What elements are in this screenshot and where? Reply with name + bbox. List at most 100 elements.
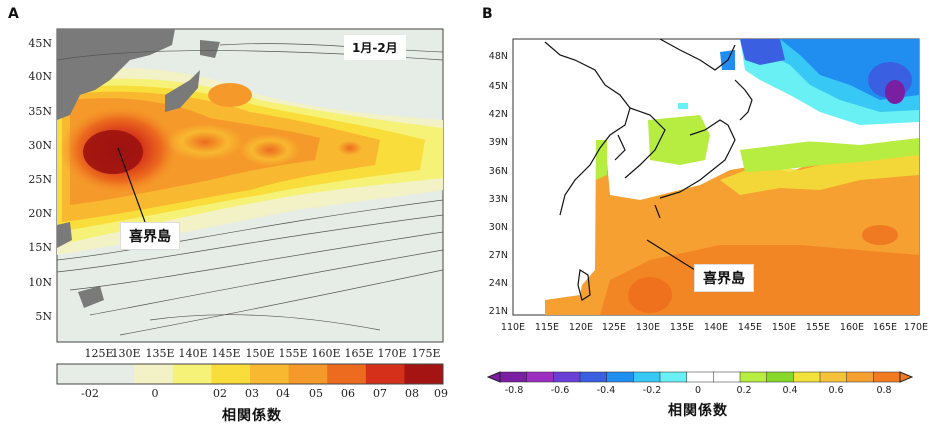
- colorbar-swatch: [172, 364, 212, 384]
- panel-b-map: 48N 45N 42N 39N 36N 33N 30N 27N 24N 21N …: [486, 38, 928, 396]
- cb-tick: -0.6: [551, 385, 570, 396]
- colorbar-swatch: [793, 371, 821, 383]
- panel-b-colorbar-title: 相関係数: [668, 403, 728, 419]
- cb-tick: -02: [81, 387, 99, 400]
- lon-tick: 150E: [772, 322, 796, 333]
- lat-tick: 39N: [489, 137, 508, 148]
- lat-tick: 10N: [28, 276, 52, 289]
- colorbar-swatch: [57, 364, 97, 384]
- colorbar-swatch: [633, 371, 661, 383]
- lat-tick: 24N: [489, 278, 508, 289]
- lat-tick: 35N: [28, 105, 52, 118]
- cb-tick: 04: [276, 387, 290, 400]
- panel-b-colorbar: [486, 371, 914, 383]
- colorbar-swatch: [873, 371, 901, 383]
- lon-tick: 165E: [873, 322, 897, 333]
- lon-tick: 155E: [806, 322, 830, 333]
- lon-tick: 145E: [211, 347, 240, 360]
- lon-tick: 170E: [904, 322, 928, 333]
- cb-tick: 06: [341, 387, 355, 400]
- panel-b-letter: B: [482, 6, 493, 22]
- colorbar-frame: [56, 363, 444, 385]
- cb-tick: -0.8: [505, 385, 524, 396]
- lon-tick: 170E: [377, 347, 406, 360]
- colorbar-swatch: [526, 371, 555, 383]
- lat-tick: 40N: [28, 70, 52, 83]
- lon-tick: 110E: [501, 322, 525, 333]
- lat-tick: 33N: [489, 194, 508, 205]
- lat-tick: 20N: [28, 207, 52, 220]
- lon-tick: 155E: [278, 347, 307, 360]
- panel-a-letter: A: [8, 6, 19, 22]
- colorbar-swatch: [134, 364, 174, 384]
- cb-tick: 08: [405, 387, 419, 400]
- lat-tick: 25N: [28, 173, 52, 186]
- lon-tick: 135E: [670, 322, 694, 333]
- colorbar-swatch: [327, 364, 367, 384]
- colorbar-swatch: [819, 371, 848, 383]
- lat-tick: 15N: [28, 241, 52, 254]
- lat-tick: 45N: [489, 81, 508, 92]
- lon-tick: 165E: [344, 347, 373, 360]
- panel-a-map: 45N 40N 35N 30N 25N 20N 15N 10N 5N 125E …: [28, 28, 448, 400]
- colorbar-swatch: [95, 364, 135, 384]
- lon-tick: 140E: [178, 347, 207, 360]
- colorbar-swatch: [739, 371, 768, 383]
- colorbar-swatch: [211, 364, 251, 384]
- colorbar-swatch: [250, 364, 290, 384]
- colorbar-swatch: [404, 364, 444, 384]
- panel-a-lat-axis: 45N 40N 35N 30N 25N 20N 15N 10N 5N: [28, 37, 52, 323]
- panel-a-lon-axis: 125E 130E 135E 140E 145E 150E 155E 160E …: [84, 347, 440, 360]
- panel-b-lat-axis: 48N 45N 42N 39N 36N 33N 30N 27N 24N 21N: [489, 51, 508, 317]
- panel-a-callout-line: [117, 147, 146, 223]
- colorbar-swatch: [365, 364, 405, 384]
- cb-tick: 07: [373, 387, 387, 400]
- colorbar-right-arrow: [899, 371, 914, 383]
- panel-b-lon-axis: 110E 115E 120E 125E 130E 135E 140E 145E …: [501, 322, 928, 333]
- cb-tick: 02: [213, 387, 227, 400]
- colorbar-swatch: [766, 371, 795, 383]
- cb-tick: 0.8: [876, 385, 891, 396]
- colorbar-swatch: [686, 371, 715, 383]
- lon-tick: 130E: [111, 347, 140, 360]
- panel-a-colorbar-ticks: -02 0 02 03 04 05 06 07 08 09: [81, 387, 448, 400]
- lat-tick: 48N: [489, 51, 508, 62]
- lon-tick: 140E: [704, 322, 728, 333]
- lon-tick: 120E: [569, 322, 593, 333]
- cb-tick: 0.6: [828, 385, 843, 396]
- lon-tick: 160E: [840, 322, 864, 333]
- colorbar-swatch: [499, 371, 528, 383]
- panel-a-callout-label: 喜界島: [120, 222, 180, 250]
- colorbar-swatch: [713, 371, 741, 383]
- colorbar-swatch: [288, 364, 328, 384]
- cb-tick: -0.2: [643, 385, 662, 396]
- lon-tick: 150E: [245, 347, 274, 360]
- lon-tick: 125E: [84, 347, 113, 360]
- colorbar-swatch: [553, 371, 581, 383]
- cb-tick: 03: [245, 387, 259, 400]
- cb-tick: 0.2: [736, 385, 751, 396]
- lat-tick: 27N: [489, 250, 508, 261]
- lon-tick: 135E: [145, 347, 174, 360]
- lat-tick: 36N: [489, 166, 508, 177]
- cb-tick: 0: [152, 387, 159, 400]
- lon-tick: 115E: [535, 322, 559, 333]
- lat-tick: 30N: [28, 139, 52, 152]
- lon-tick: 130E: [636, 322, 660, 333]
- lon-tick: 160E: [311, 347, 340, 360]
- panel-a-colorbar-title: 相関係数: [222, 408, 282, 424]
- colorbar-swatch: [579, 371, 608, 383]
- colorbar-left-arrow: [486, 371, 501, 383]
- lon-tick: 175E: [411, 347, 440, 360]
- lat-tick: 30N: [489, 222, 508, 233]
- lon-tick: 125E: [602, 322, 626, 333]
- lat-tick: 45N: [28, 37, 52, 50]
- cb-tick: 0: [695, 385, 701, 396]
- panel-a-season-label: 1月-2月: [344, 35, 406, 60]
- panel-a-colorbar: [56, 363, 444, 385]
- panel-b-colorbar-ticks: -0.8 -0.6 -0.4 -0.2 0 0.2 0.4 0.6 0.8: [505, 385, 892, 396]
- colorbar-swatch: [846, 371, 875, 383]
- lat-tick: 21N: [489, 306, 508, 317]
- panel-b-callout-label: 喜界島: [694, 264, 754, 292]
